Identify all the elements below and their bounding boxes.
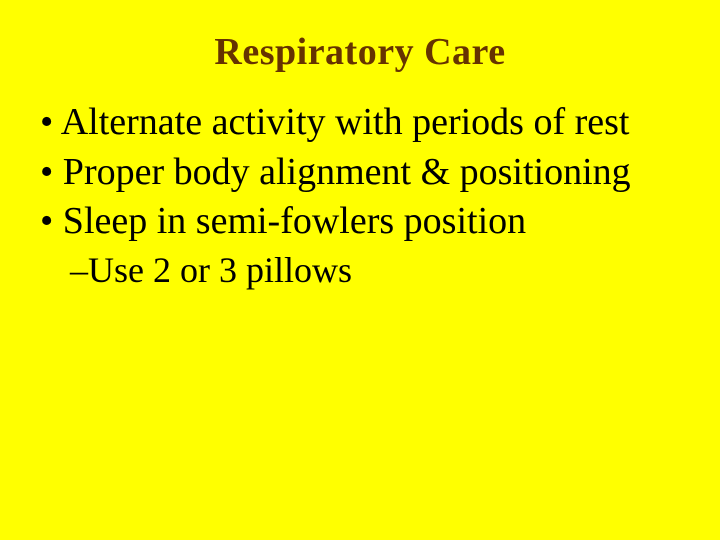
bullet-item: • Sleep in semi-fowlers position [40, 198, 680, 246]
slide-title: Respiratory Care [40, 30, 680, 74]
bullet-item: • Proper body alignment & positioning [40, 149, 680, 197]
bullet-item: • Alternate activity with periods of res… [40, 99, 680, 147]
slide: Respiratory Care • Alternate activity wi… [0, 0, 720, 540]
sub-bullet-item: –Use 2 or 3 pillows [70, 248, 680, 293]
bullet-list: • Alternate activity with periods of res… [40, 99, 680, 293]
